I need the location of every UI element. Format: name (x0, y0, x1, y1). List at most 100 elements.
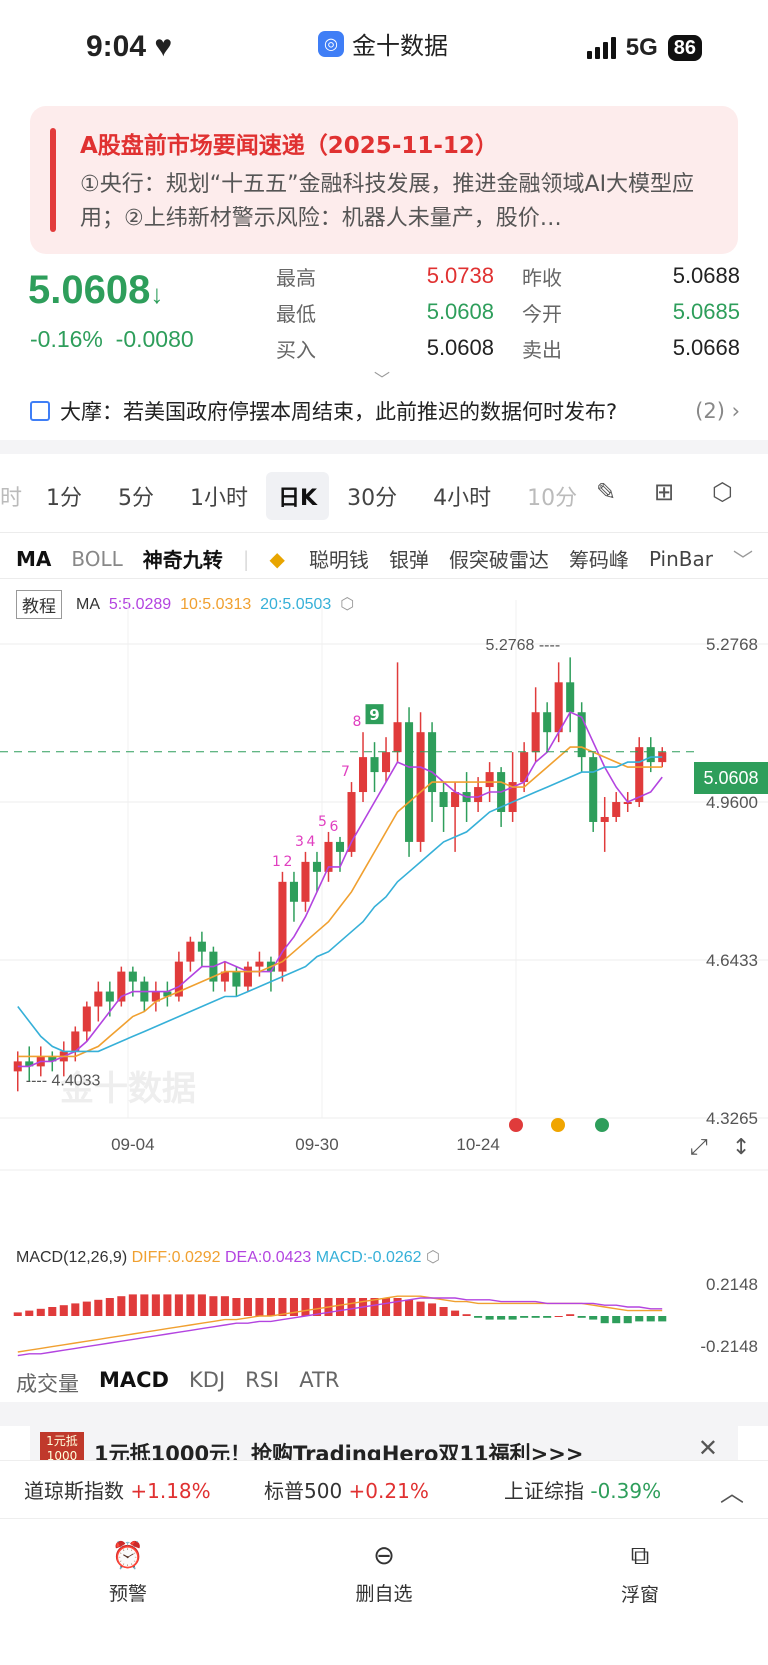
bottom-indicator-tab[interactable]: ATR (299, 1368, 340, 1392)
index-item[interactable]: 上证综指 -0.39% (480, 1475, 720, 1504)
bottom-nav: ⏰ 预警 ⊖ 删自选 ⧉ 浮窗 (0, 1518, 768, 1665)
macd-settings-icon[interactable]: ⬡ (426, 1249, 440, 1266)
bottom-indicator-tab[interactable]: 成交量 (16, 1372, 79, 1396)
nav-浮窗[interactable]: ⧉ 浮窗 (512, 1519, 768, 1665)
period-tab[interactable]: 时 (0, 486, 23, 511)
fullscreen-icon[interactable]: ⤢ (690, 1135, 708, 1160)
indicator-tab[interactable]: 假突破雷达 (448, 548, 549, 572)
candle-body (451, 792, 460, 808)
ad-banner[interactable]: 1元抵1000 1元抵1000元！抢购TradingHero双11福利>>> ✕ (30, 1424, 738, 1466)
banner-title: A股盘前市场要闻速递（2025-11-12） (80, 133, 498, 159)
more-chevron-icon[interactable]: ﹀ (733, 548, 753, 572)
candle-body (646, 747, 655, 763)
indicator-tab[interactable]: PinBar (648, 546, 713, 571)
nav-删自选[interactable]: ⊖ 删自选 (256, 1519, 512, 1665)
x-axis-label: 09-30 (295, 1135, 338, 1154)
indicator-tab[interactable]: 神奇九转 (142, 548, 223, 572)
vertical-scale-icon[interactable]: ↕ (732, 1135, 750, 1160)
period-tab[interactable]: 5分 (118, 486, 155, 511)
macd-bar (543, 1316, 552, 1318)
period-tab[interactable]: 日K (266, 472, 330, 520)
index-bar[interactable]: 道琼斯指数 +1.18% 标普500 +0.21% 上证综指 -0.39% ︿ (0, 1460, 768, 1518)
candle-body (220, 971, 229, 982)
macd-bar (566, 1314, 575, 1316)
candle-body (128, 971, 137, 982)
indicator-tab[interactable]: 聪明钱 (308, 548, 369, 572)
high-marker: 5.2768 ---- (485, 637, 560, 654)
indicator-tab[interactable]: BOLL (71, 546, 123, 571)
settings-hexagon-icon[interactable]: ⬡ (712, 478, 733, 506)
candle-body (566, 682, 575, 713)
macd-bar (347, 1298, 356, 1316)
macd-bar (13, 1312, 22, 1316)
candle-body (623, 802, 632, 805)
expand-chevron-icon[interactable]: ﹀ (374, 370, 391, 389)
period-tab[interactable]: 30分 (347, 486, 398, 511)
macd-bar (623, 1316, 632, 1324)
macd-bar (382, 1298, 391, 1316)
macd-bar (646, 1316, 655, 1322)
period-tab[interactable]: 4小时 (433, 486, 492, 511)
td-label: 5 (318, 814, 327, 830)
news-banner[interactable]: A股盘前市场要闻速递（2025-11-12） ①央行：规划“十五五”金融科技发展… (30, 106, 738, 254)
x-axis-label: 10-24 (456, 1135, 499, 1154)
tutorial-button[interactable]: 教程 (16, 590, 62, 619)
draw-tool-icon[interactable]: ✎ (596, 478, 617, 506)
ma-settings-icon[interactable]: ⬡ (335, 596, 355, 613)
macd-bar (589, 1316, 598, 1320)
bottom-indicator-tab[interactable]: MACD (99, 1368, 169, 1392)
candle-body (278, 881, 287, 972)
index-item[interactable]: 道琼斯指数 +1.18% (0, 1475, 240, 1504)
macd-bar (312, 1298, 322, 1316)
candle-body (474, 787, 483, 803)
period-tab[interactable]: 1小时 (190, 486, 249, 511)
price-axis-label: 4.9600 (706, 793, 758, 812)
macd-bar (289, 1298, 298, 1316)
nav-预警[interactable]: ⏰ 预警 (0, 1519, 256, 1665)
index-name: 道琼斯指数 (24, 1479, 124, 1503)
indicator-tab[interactable]: 筹码峰 (568, 548, 629, 572)
divider (0, 578, 768, 579)
candle-body (48, 1056, 57, 1062)
macd-bar (278, 1298, 287, 1316)
nav-label: 浮窗 (620, 1584, 659, 1606)
td-label: 2 (284, 854, 293, 870)
macd-bar (220, 1296, 229, 1316)
divider (0, 440, 768, 454)
macd-bar (416, 1301, 425, 1316)
candle-body (370, 757, 379, 773)
macd-bar (405, 1299, 414, 1316)
quote-label: 买入 (276, 337, 316, 362)
close-icon[interactable]: ✕ (697, 1434, 718, 1462)
index-item[interactable]: 标普500 +0.21% (240, 1475, 480, 1504)
indicator-tab[interactable]: MA (16, 546, 52, 571)
down-arrow-icon: ↓ (150, 279, 164, 309)
ma5-line (17, 711, 663, 1068)
news-ticker[interactable]: 大摩：若美国政府停摆本周结束，此前推迟的数据何时发布? (2) › (30, 396, 740, 426)
app-icon: ◎ (318, 30, 344, 57)
candle-body (531, 712, 540, 753)
period-tab[interactable]: 10分 (527, 486, 578, 511)
minus-circle-icon: ⊖ (373, 1541, 395, 1571)
chevron-up-icon[interactable]: ︿ (720, 1479, 744, 1507)
macd-axis-top: 0.2148 (706, 1275, 758, 1294)
kline-chart[interactable]: 金十数据 5.2768 4.9600 4.6433 4.3265 5.2768 ---- -… (0, 600, 768, 1200)
bottom-indicator-tab[interactable]: KDJ (189, 1368, 226, 1392)
ad-logo: 1元抵1000 (40, 1432, 84, 1464)
td-label: 3 (295, 834, 304, 850)
macd-bar (59, 1305, 68, 1316)
td-label: 4 (307, 834, 316, 850)
candle-body (151, 991, 160, 1002)
current-price-tag: 5.0608 (694, 762, 768, 794)
macd-bar (439, 1307, 448, 1316)
bottom-indicator-tab[interactable]: RSI (245, 1368, 280, 1392)
battery-icon: 86 (667, 35, 702, 61)
indicator-tab[interactable]: 银弹 (388, 548, 429, 572)
candle-body (658, 752, 667, 763)
candle-body (428, 732, 437, 793)
ma20-line (17, 756, 663, 1053)
signal-icon (586, 37, 616, 59)
grid-layout-icon[interactable]: ⊞ (654, 478, 675, 506)
quote-value: 5.0688 (672, 263, 740, 288)
period-tab[interactable]: 1分 (46, 486, 83, 511)
